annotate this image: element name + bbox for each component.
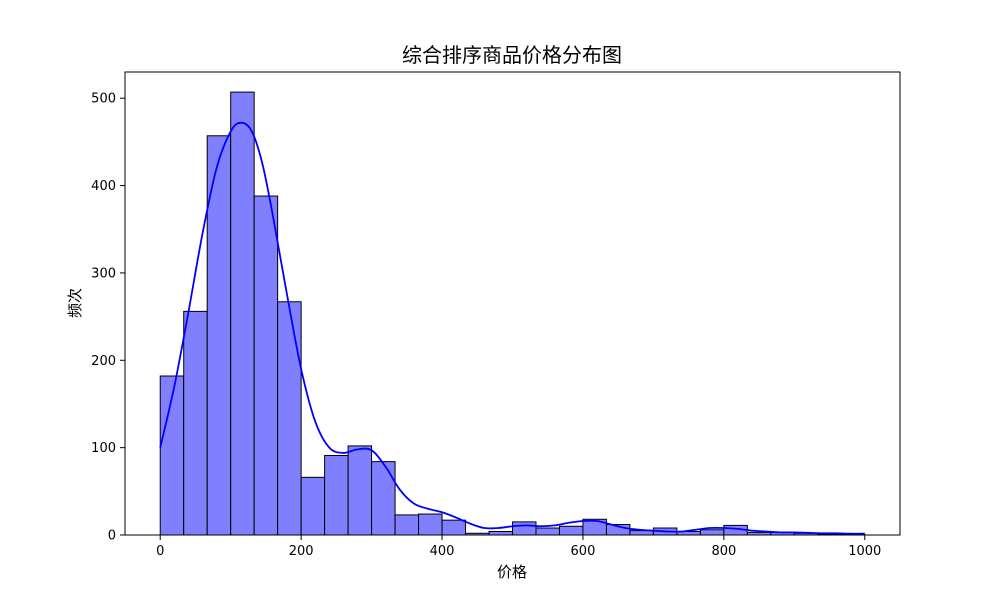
histogram-bar [277, 301, 302, 536]
histogram-bars [159, 91, 866, 536]
kde-curve-line [159, 121, 865, 535]
x-axis-label: 价格 [497, 563, 527, 581]
histogram-bar [230, 91, 255, 536]
y-axis-ticks: 0 100 200 300 400 500 [91, 92, 125, 544]
x-axis-ticks: 0 200 400 600 800 1000 [156, 535, 881, 559]
histogram-bar [699, 529, 725, 536]
x-tick-label: 800 [711, 544, 736, 559]
histogram-bar [394, 514, 420, 536]
histogram-bar [253, 195, 279, 536]
histogram-bar [512, 521, 537, 536]
y-tick-label: 500 [91, 92, 116, 107]
histogram-bar [300, 476, 326, 536]
x-tick-label: 600 [571, 544, 596, 559]
y-tick-label: 0 [108, 529, 116, 544]
histogram-bar [371, 461, 396, 536]
histogram-bar [418, 513, 443, 536]
x-tick-label: 1000 [848, 544, 881, 559]
y-tick-label: 300 [91, 266, 116, 281]
histogram-bar [441, 519, 467, 536]
y-tick-label: 100 [91, 441, 116, 456]
histogram-bar [347, 445, 373, 536]
plot-area-frame [124, 71, 901, 536]
x-tick-label: 200 [289, 544, 314, 559]
y-tick-label: 400 [91, 179, 116, 194]
histogram-bar [324, 455, 349, 536]
histogram-bar [558, 525, 584, 536]
x-tick-label: 400 [430, 544, 455, 559]
chart-title: 综合排序商品价格分布图 [402, 43, 622, 67]
histogram-bar [535, 527, 560, 536]
histogram-bar [488, 531, 513, 536]
y-tick-label: 200 [91, 354, 116, 369]
x-tick-label: 0 [156, 544, 164, 559]
y-axis-label: 频次 [66, 288, 84, 318]
histogram-bar [183, 310, 208, 536]
